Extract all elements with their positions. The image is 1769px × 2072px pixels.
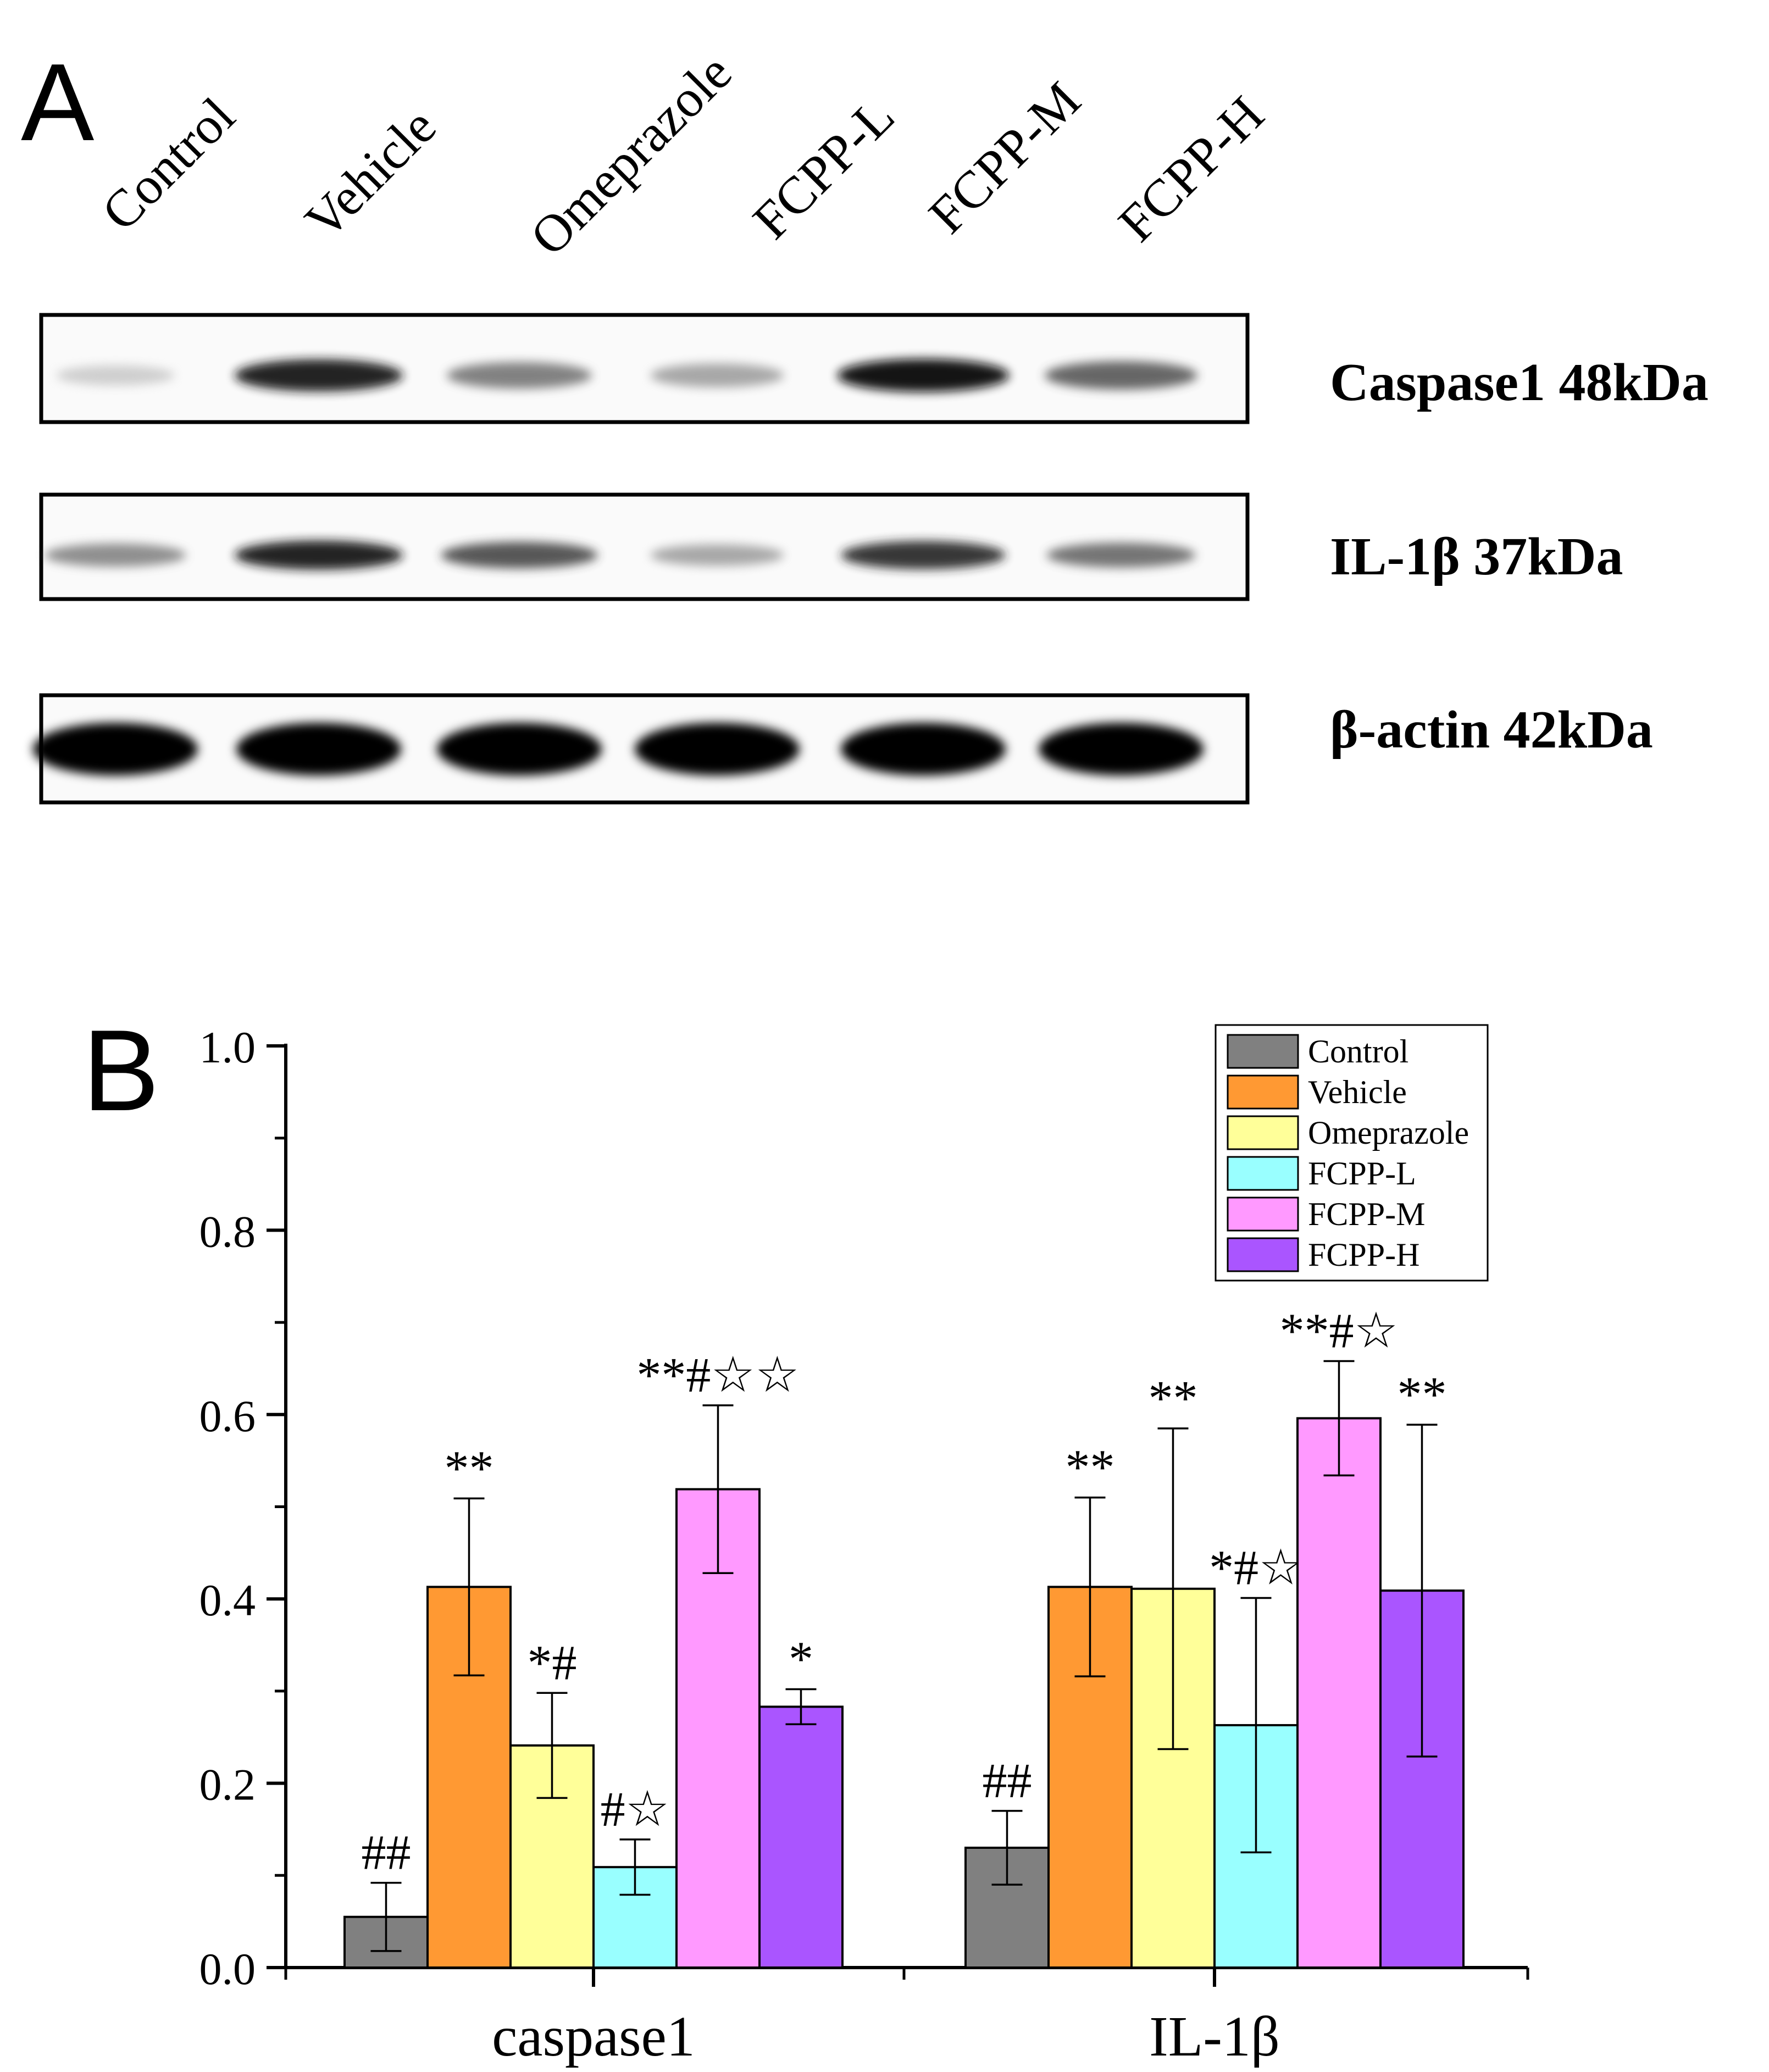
blot-frame-caspase1 xyxy=(39,313,1250,424)
band-il-1-37kda-omeprazole xyxy=(441,541,598,569)
lane-label-vehicle: Vehicle xyxy=(293,97,447,250)
blot-beta-actin: β-actin 42kDa xyxy=(33,693,1653,805)
band-actin-42kda-fcpp-m xyxy=(841,723,1006,775)
panel-a-label: A xyxy=(21,41,95,164)
bands-beta-actin xyxy=(33,723,1204,775)
band-caspase1-48kda-omeprazole xyxy=(447,362,592,389)
legend-label-fcpp-m: FCPP-M xyxy=(1308,1196,1425,1232)
significance-label-caspase1-control: ## xyxy=(362,1826,411,1880)
significance-label-caspase1-fcpp-l: #☆ xyxy=(601,1782,670,1837)
band-caspase1-48kda-control xyxy=(56,365,175,386)
band-actin-42kda-fcpp-h xyxy=(1039,723,1204,775)
band-caspase1-48kda-fcpp-m xyxy=(837,358,1010,392)
lane-label-fcpp-h: FCPP-H xyxy=(1107,85,1275,253)
significance-label-il-1-vehicle: ** xyxy=(1066,1441,1115,1495)
legend-label-fcpp-h: FCPP-H xyxy=(1308,1237,1419,1273)
significance-label-caspase1-omeprazole: *# xyxy=(528,1636,577,1690)
legend-swatch-vehicle xyxy=(1227,1074,1299,1110)
significance-label-caspase1-vehicle: ** xyxy=(445,1441,494,1495)
bands-caspase1 xyxy=(56,358,1197,392)
blot-label-il1b: IL-1β 37kDa xyxy=(1330,527,1623,586)
band-il-1-37kda-control xyxy=(45,543,186,567)
significance-label-il-1-fcpp-l: *#☆ xyxy=(1209,1541,1303,1595)
band-actin-42kda-control xyxy=(33,723,198,775)
band-caspase1-48kda-fcpp-h xyxy=(1045,361,1197,390)
bands-il1b xyxy=(45,540,1196,570)
y-tick-label: 0.4 xyxy=(199,1575,256,1625)
x-tick-label-il-1: IL-1β xyxy=(1149,2005,1280,2068)
band-actin-42kda-vehicle xyxy=(236,723,401,775)
blot-il1b: IL-1β 37kDa xyxy=(39,492,1623,601)
chart-legend: Control Vehicle Omeprazole FCPP-L FCPP-M FCPP… xyxy=(1215,1024,1489,1282)
significance-label-il-1-fcpp-m: **#☆ xyxy=(1280,1304,1399,1359)
lane-label-fcpp-m: FCPP-M xyxy=(917,70,1091,245)
significance-label-il-1-omeprazole: ** xyxy=(1149,1371,1198,1426)
y-tick-label: 0.6 xyxy=(199,1391,256,1441)
legend-swatch-omeprazole xyxy=(1227,1115,1299,1150)
y-tick-label: 1.0 xyxy=(199,1022,256,1072)
significance-label-il-1-control: ## xyxy=(983,1754,1032,1808)
band-il-1-37kda-vehicle xyxy=(235,540,403,570)
blot-label-beta-actin: β-actin 42kDa xyxy=(1330,700,1653,760)
band-il-1-37kda-fcpp-m xyxy=(841,541,1006,569)
blot-caspase1: Caspase1 48kDa xyxy=(39,313,1709,424)
significance-label-caspase1-fcpp-h: * xyxy=(789,1632,813,1687)
band-actin-42kda-omeprazole xyxy=(437,723,602,775)
lane-label-omeprazole: Omeprazole xyxy=(519,43,742,267)
band-il-1-37kda-fcpp-l xyxy=(650,544,784,566)
lane-label-control: Control xyxy=(90,86,246,242)
significance-label-caspase1-fcpp-m: **#☆☆ xyxy=(636,1348,799,1403)
legend-swatch-fcpp-h xyxy=(1227,1237,1299,1272)
legend-swatch-fcpp-m xyxy=(1227,1196,1299,1232)
legend-label-control: Control xyxy=(1308,1033,1408,1070)
band-il-1-37kda-fcpp-h xyxy=(1046,542,1196,568)
blot-label-caspase1: Caspase1 48kDa xyxy=(1330,353,1709,412)
band-caspase1-48kda-vehicle xyxy=(235,359,403,392)
y-tick-label: 0.2 xyxy=(199,1760,256,1810)
legend-label-vehicle: Vehicle xyxy=(1308,1074,1407,1110)
blot-frame-il1b xyxy=(39,492,1250,601)
band-caspase1-48kda-fcpp-l xyxy=(650,363,784,387)
y-tick-label: 0.0 xyxy=(199,1944,256,1994)
legend-swatch-fcpp-l xyxy=(1227,1156,1299,1191)
legend-label-omeprazole: Omeprazole xyxy=(1308,1115,1469,1151)
band-actin-42kda-fcpp-l xyxy=(635,723,800,775)
bar-caspase1-fcpp-h xyxy=(758,1705,844,1969)
panel-b-label: B xyxy=(82,1006,159,1135)
lane-label-fcpp-l: FCPP-L xyxy=(741,86,905,250)
x-tick-label-caspase1: caspase1 xyxy=(492,2005,695,2068)
legend-swatch-control xyxy=(1227,1034,1299,1069)
y-tick-label: 0.8 xyxy=(199,1206,256,1256)
chart-bars: ## ** *# #☆ **#☆☆ * ## ** ** *#☆ **#☆ ** xyxy=(343,1304,1465,1969)
bar-il-1-fcpp-m xyxy=(1296,1417,1382,1969)
significance-label-il-1-fcpp-h: ** xyxy=(1398,1367,1447,1422)
legend-label-fcpp-l: FCPP-L xyxy=(1308,1155,1416,1192)
